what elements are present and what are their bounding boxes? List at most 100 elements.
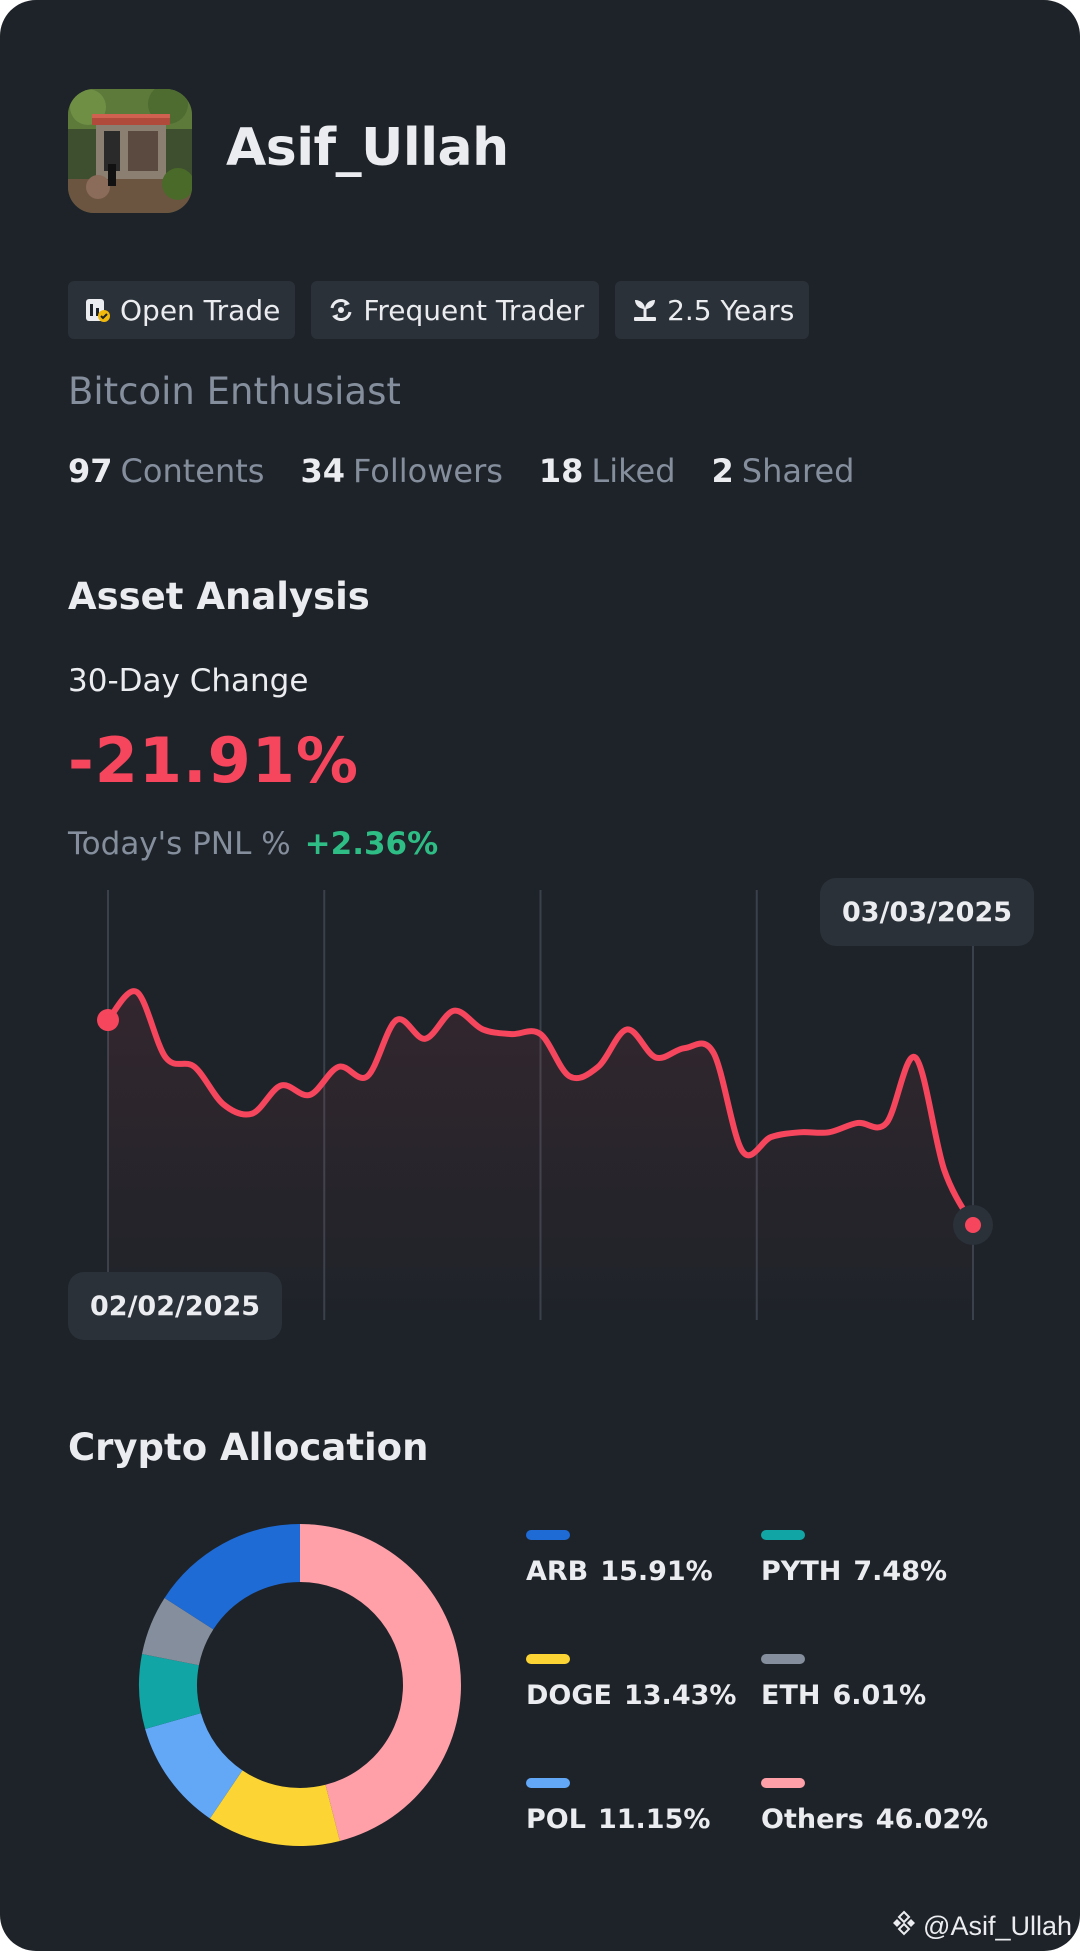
- data-point: [510, 1032, 514, 1036]
- tag-frequent-trader[interactable]: Frequent Trader: [311, 281, 600, 339]
- legend-swatch: [526, 1654, 570, 1664]
- legend-value: 15.91%: [600, 1556, 713, 1587]
- data-point: [221, 1102, 225, 1106]
- binance-logo-icon: [891, 1910, 917, 1943]
- data-point: [740, 1149, 744, 1153]
- stat-shared[interactable]: 2 Shared: [712, 452, 855, 490]
- chart-area-fill: [108, 991, 973, 1320]
- stat-value: 18: [538, 452, 584, 490]
- crypto-allocation-title: Crypto Allocation: [68, 1426, 429, 1469]
- stat-value: 34: [300, 452, 345, 490]
- data-point: [164, 1055, 168, 1059]
- avatar[interactable]: [68, 89, 192, 213]
- legend-item-others[interactable]: Others 46.02%: [761, 1778, 1021, 1835]
- tag-label: Frequent Trader: [363, 293, 585, 327]
- data-point: [539, 1032, 543, 1036]
- data-point: [885, 1121, 889, 1125]
- tag-label: Open Trade: [120, 293, 281, 327]
- stat-label: Shared: [741, 452, 855, 490]
- data-point: [712, 1051, 716, 1055]
- end-date-tooltip: 03/03/2025: [820, 878, 1035, 946]
- legend-label: ETH: [761, 1680, 821, 1711]
- asset-analysis-title: Asset Analysis: [68, 575, 370, 618]
- donut-slice-eth: [142, 1597, 214, 1666]
- legend-swatch: [761, 1778, 805, 1788]
- change-label: 30-Day Change: [68, 663, 309, 699]
- legend-text: ETH 6.01%: [761, 1680, 1021, 1711]
- sprout-icon: [631, 296, 659, 324]
- legend-text: DOGE 13.43%: [526, 1680, 786, 1711]
- stats-row: 97 Contents 34 Followers 18 Liked 2 Shar…: [68, 452, 890, 490]
- legend-label: ARB: [526, 1556, 589, 1587]
- data-point: [769, 1135, 773, 1139]
- legend-item-eth[interactable]: ETH 6.01%: [761, 1654, 1021, 1711]
- data-point: [567, 1074, 571, 1078]
- data-point: [913, 1055, 917, 1059]
- donut-slice-pol: [145, 1713, 243, 1819]
- tag-list: Open Trade Frequent Trader: [68, 281, 810, 339]
- legend-label: PYTH: [761, 1556, 842, 1587]
- data-point: [366, 1074, 370, 1078]
- legend-item-pyth[interactable]: PYTH 7.48%: [761, 1530, 1021, 1587]
- data-point: [481, 1027, 485, 1031]
- donut-slice-doge: [209, 1770, 340, 1846]
- stat-liked[interactable]: 18 Liked: [539, 452, 676, 490]
- data-point: [683, 1046, 687, 1050]
- legend-text: ARB 15.91%: [526, 1556, 786, 1587]
- legend-swatch: [761, 1530, 805, 1540]
- end-point-marker: [965, 1217, 981, 1233]
- legend-text: PYTH 7.48%: [761, 1556, 1021, 1587]
- legend-text: Others 46.02%: [761, 1804, 1021, 1835]
- legend-swatch: [761, 1654, 805, 1664]
- legend-item-doge[interactable]: DOGE 13.43%: [526, 1654, 786, 1711]
- data-point: [279, 1084, 283, 1088]
- legend-value: 46.02%: [875, 1804, 989, 1835]
- stat-value: 97: [68, 452, 113, 490]
- data-point: [193, 1065, 197, 1069]
- legend-text: POL 11.15%: [526, 1804, 786, 1835]
- watermark: @Asif_Ullah: [891, 1910, 1072, 1943]
- legend-item-pol[interactable]: POL 11.15%: [526, 1778, 786, 1835]
- legend-item-arb[interactable]: ARB 15.91%: [526, 1530, 786, 1587]
- legend-value: 7.48%: [853, 1556, 948, 1587]
- start-date-tooltip: 02/02/2025: [68, 1272, 283, 1340]
- stat-contents[interactable]: 97 Contents: [68, 452, 264, 490]
- allocation-donut-chart[interactable]: [138, 1523, 462, 1847]
- tag-label: 2.5 Years: [667, 293, 795, 327]
- data-point: [308, 1093, 312, 1097]
- data-point: [337, 1065, 341, 1069]
- legend-label: DOGE: [526, 1680, 612, 1711]
- pnl-value: +2.36%: [304, 826, 439, 862]
- donut-slice-arb: [164, 1524, 300, 1630]
- series-line: [105, 988, 976, 1228]
- legend-value: 11.15%: [597, 1804, 711, 1835]
- data-point: [250, 1112, 254, 1116]
- legend-swatch: [526, 1778, 570, 1788]
- tag-years[interactable]: 2.5 Years: [615, 281, 810, 339]
- pnl-row: Today's PNL % +2.36%: [68, 826, 438, 862]
- start-point-marker: [97, 1009, 119, 1032]
- stat-followers[interactable]: 34 Followers: [300, 452, 502, 490]
- data-point: [135, 990, 139, 994]
- bio: Bitcoin Enthusiast: [68, 370, 401, 413]
- legend-label: Others: [761, 1804, 864, 1835]
- change-value: -21.91%: [68, 724, 359, 797]
- data-point: [423, 1037, 427, 1041]
- pnl-line-chart[interactable]: [0, 880, 1080, 1330]
- donut-slice-pyth: [139, 1654, 201, 1729]
- donut-slice-others: [300, 1524, 461, 1841]
- data-point: [394, 1018, 398, 1022]
- legend-value: 13.43%: [623, 1680, 737, 1711]
- data-point: [654, 1055, 658, 1059]
- data-point: [942, 1168, 946, 1172]
- watermark-text: @Asif_Ullah: [923, 1911, 1072, 1941]
- stat-label: Followers: [353, 452, 503, 490]
- legend-label: POL: [526, 1804, 586, 1835]
- data-point: [452, 1009, 456, 1013]
- open-trade-icon: [84, 296, 112, 324]
- tag-open-trade[interactable]: Open Trade: [68, 281, 296, 339]
- stat-label: Liked: [591, 452, 676, 490]
- data-point: [856, 1121, 860, 1125]
- pnl-label: Today's PNL %: [68, 826, 291, 862]
- data-point: [827, 1130, 831, 1134]
